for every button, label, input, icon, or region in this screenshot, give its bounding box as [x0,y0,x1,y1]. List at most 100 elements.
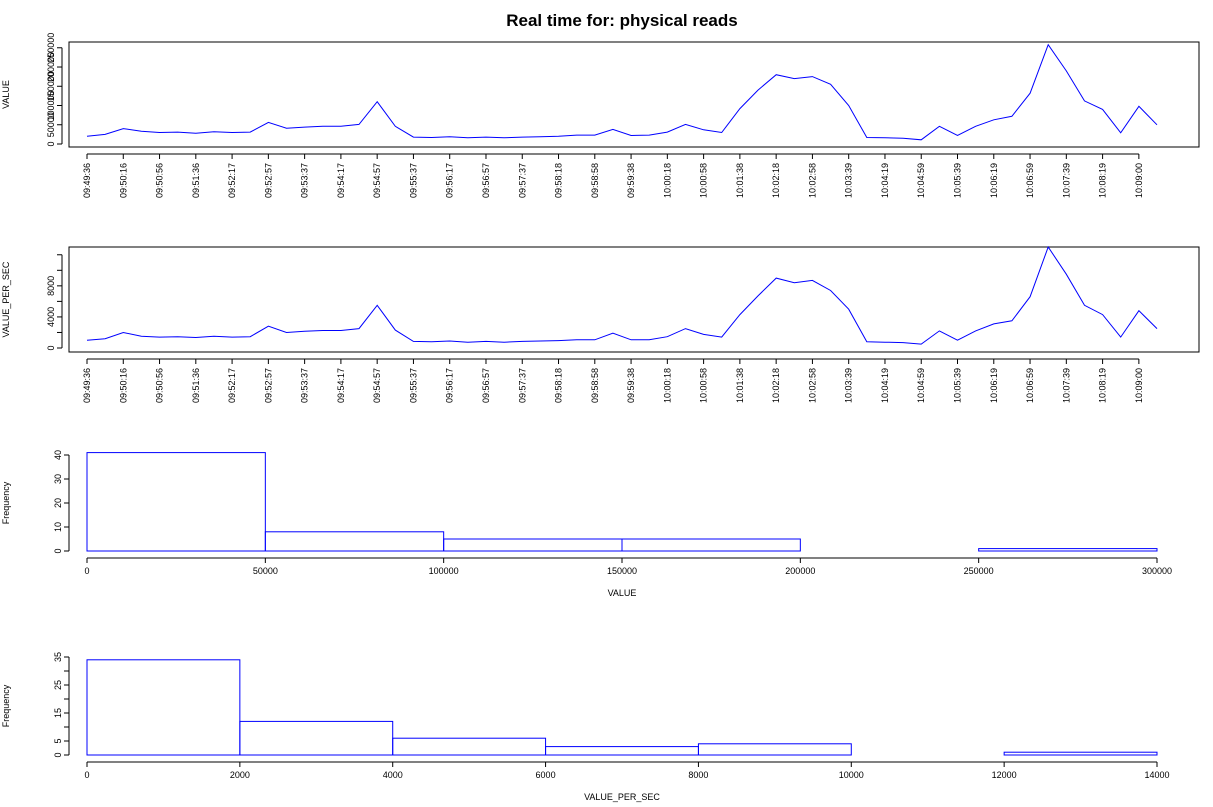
y-tick-label: 250000 [46,33,56,63]
x-tick-label: 10:08:19 [1098,368,1108,403]
x-tick-label: 09:49:36 [82,368,92,403]
x-tick-label: 10:06:59 [1025,368,1035,403]
x-tick-label: 10:00:18 [662,163,672,198]
x-tick-label: 09:51:36 [191,163,201,198]
y-tick-label: 0 [53,752,63,757]
x-tick-label: 10:01:38 [735,368,745,403]
x-tick-label: 10:02:18 [771,163,781,198]
x-tick-label: 10:04:59 [916,368,926,403]
x-tick-label: 10:04:59 [916,163,926,198]
x-tick-label: 09:51:36 [191,368,201,403]
x-tick-label: 09:53:37 [300,368,310,403]
y-tick-label: 100000 [46,90,56,120]
y-tick-label: 0 [46,141,56,146]
y-tick-label: 30 [53,474,63,484]
x-tick-label: 150000 [607,566,637,576]
x-tick-label: 10:00:18 [662,368,672,403]
y-tick-label: 15 [53,708,63,718]
x-tick-label: 10:08:19 [1098,163,1108,198]
series-line [86,245,1158,345]
x-tick-label: 09:54:57 [372,163,382,198]
x-tick-label: 300000 [1142,566,1172,576]
x-axis-label: VALUE_PER_SEC [584,792,660,802]
y-tick-label: 0 [46,345,56,350]
x-tick-label: 200000 [785,566,815,576]
x-tick-label: 10:06:59 [1025,163,1035,198]
x-tick-label: 09:57:37 [517,368,527,403]
histogram-bar [239,720,394,756]
x-tick-label: 10:05:39 [953,368,963,403]
x-tick-label: 09:52:17 [227,163,237,198]
y-tick-label: 10 [53,522,63,532]
x-tick-label: 6000 [536,770,556,780]
x-tick-label: 09:54:17 [336,368,346,403]
x-tick-label: 0 [84,566,89,576]
y-axis-label: VALUE [1,80,11,109]
histogram-bar [1003,751,1158,756]
histogram-bar [264,531,445,552]
histogram-bar [621,538,801,552]
x-tick-label: 09:50:56 [155,368,165,403]
x-tick-label: 09:52:57 [263,368,273,403]
y-tick-label: 4000 [46,307,56,327]
x-tick-label: 09:56:17 [445,368,455,403]
x-tick-label: 09:58:58 [590,163,600,198]
histogram-bar [545,746,699,756]
line-chart-value-per-sec: 0 4000 8000 VALUE_PER_SEC 09:49:36 09:50:16 09… [1,245,1200,403]
x-tick-label: 8000 [688,770,708,780]
x-tick-label: 10:00:58 [699,368,709,403]
x-tick-label: 10:06:19 [989,163,999,198]
x-tick-label: 09:52:17 [227,368,237,403]
x-tick-label: 10:03:39 [844,163,854,198]
x-tick-label: 09:54:17 [336,163,346,198]
histogram-bar [978,548,1158,552]
histogram-bar [86,659,241,756]
series-line [86,43,1158,141]
y-tick-label: 8000 [46,276,56,296]
histogram-value: 0 50000 100000 150000 200000 250000 300000 VALU… [1,450,1172,598]
x-tick-label: 09:52:57 [263,163,273,198]
x-tick-label: 09:49:36 [82,163,92,198]
x-tick-label: 10:09:00 [1134,163,1144,198]
x-tick-label: 09:55:37 [408,368,418,403]
x-tick-label: 10:02:18 [771,368,781,403]
y-tick-label: 200000 [46,52,56,82]
x-tick-label: 0 [84,770,89,780]
x-tick-label: 12000 [992,770,1017,780]
x-tick-label: 10:01:38 [735,163,745,198]
x-tick-label: 09:56:57 [481,163,491,198]
x-tick-label: 250000 [964,566,994,576]
x-axis-label: VALUE [608,588,637,598]
x-tick-label: 10:09:00 [1134,368,1144,403]
y-axis-label: Frequency [1,684,11,727]
x-tick-label: 09:50:56 [155,163,165,198]
x-tick-label: 10000 [839,770,864,780]
y-tick-label: 50000 [46,112,56,137]
y-axis-label: Frequency [1,481,11,524]
x-tick-label: 09:55:37 [408,163,418,198]
x-tick-label: 50000 [253,566,278,576]
x-tick-label: 09:59:38 [626,368,636,403]
histogram-bar [392,737,547,756]
y-tick-label: 20 [53,498,63,508]
x-tick-label: 100000 [429,566,459,576]
x-tick-label: 09:58:18 [554,163,564,198]
x-tick-label: 09:50:16 [118,163,128,198]
y-tick-label: 40 [53,450,63,460]
histogram-bar [443,538,623,552]
histogram-value-per-sec: 0 2000 4000 6000 8000 10000 12000 14000 VALUE_PE… [1,652,1170,802]
x-tick-label: 10:00:58 [699,163,709,198]
x-tick-label: 09:59:38 [626,163,636,198]
y-axis-label: VALUE_PER_SEC [1,261,11,337]
y-tick-label: 25 [53,680,63,690]
plot-frame [68,41,1200,148]
y-tick-label: 150000 [46,71,56,101]
x-tick-label: 10:02:58 [807,163,817,198]
y-tick-label: 5 [53,738,63,743]
x-tick-label: 10:04:19 [880,163,890,198]
x-tick-label: 10:07:39 [1061,368,1071,403]
x-tick-label: 09:54:57 [372,368,382,403]
x-tick-label: 09:50:16 [118,368,128,403]
